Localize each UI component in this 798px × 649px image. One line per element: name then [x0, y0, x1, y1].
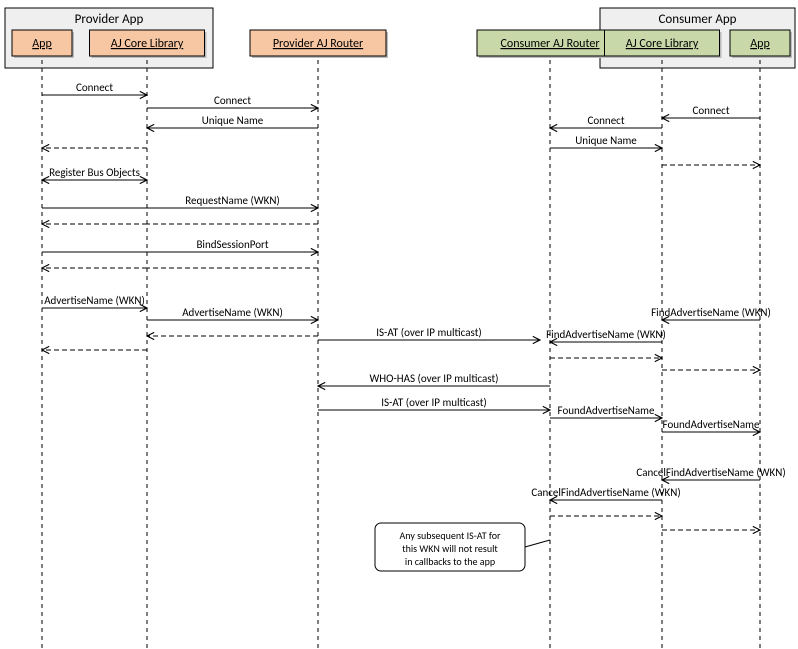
message-label: FoundAdvertiseName: [663, 418, 760, 431]
lifeline-label: Provider AJ Router: [273, 37, 363, 51]
message-label: Unique Name: [575, 134, 637, 147]
message-label: AdvertiseName (WKN): [182, 306, 283, 319]
note-text: in callbacks to the app: [405, 555, 495, 568]
message-label: FindAdvertiseName (WKN): [651, 306, 771, 319]
lifeline-label: App: [32, 37, 52, 51]
message-label: Connect: [214, 94, 251, 107]
message-label: CancelFindAdvertiseName (WKN): [636, 466, 785, 479]
message-label: Connect: [76, 81, 113, 94]
note-text: Any subsequent IS-AT for: [399, 529, 501, 542]
container-label: Consumer App: [658, 12, 736, 27]
message-label: Connect: [587, 114, 624, 127]
lifeline-label: AJ Core Library: [111, 37, 184, 51]
lifeline-label: AJ Core Library: [626, 37, 699, 51]
lifeline-label: Consumer AJ Router: [500, 37, 599, 51]
message-label: IS-AT (over IP multicast): [376, 326, 481, 339]
container-label: Provider App: [75, 12, 144, 27]
message-label: CancelFindAdvertiseName (WKN): [531, 486, 680, 499]
message-label: BindSessionPort: [196, 238, 268, 251]
lifeline-label: App: [750, 37, 770, 51]
message-label: RequestName (WKN): [185, 194, 280, 207]
message-label: IS-AT (over IP multicast): [381, 396, 486, 409]
message-label: FoundAdvertiseName: [558, 404, 655, 417]
message-label: Connect: [692, 104, 729, 117]
note-pointer: [525, 540, 550, 547]
message-label: FindAdvertiseName (WKN): [546, 328, 666, 341]
message-label: WHO-HAS (over IP multicast): [370, 372, 499, 385]
message-label: AdvertiseName (WKN): [44, 294, 145, 307]
message-label: Register Bus Objects: [49, 166, 140, 179]
message-label: Unique Name: [202, 114, 264, 127]
note-text: this WKN will not result: [402, 542, 498, 555]
